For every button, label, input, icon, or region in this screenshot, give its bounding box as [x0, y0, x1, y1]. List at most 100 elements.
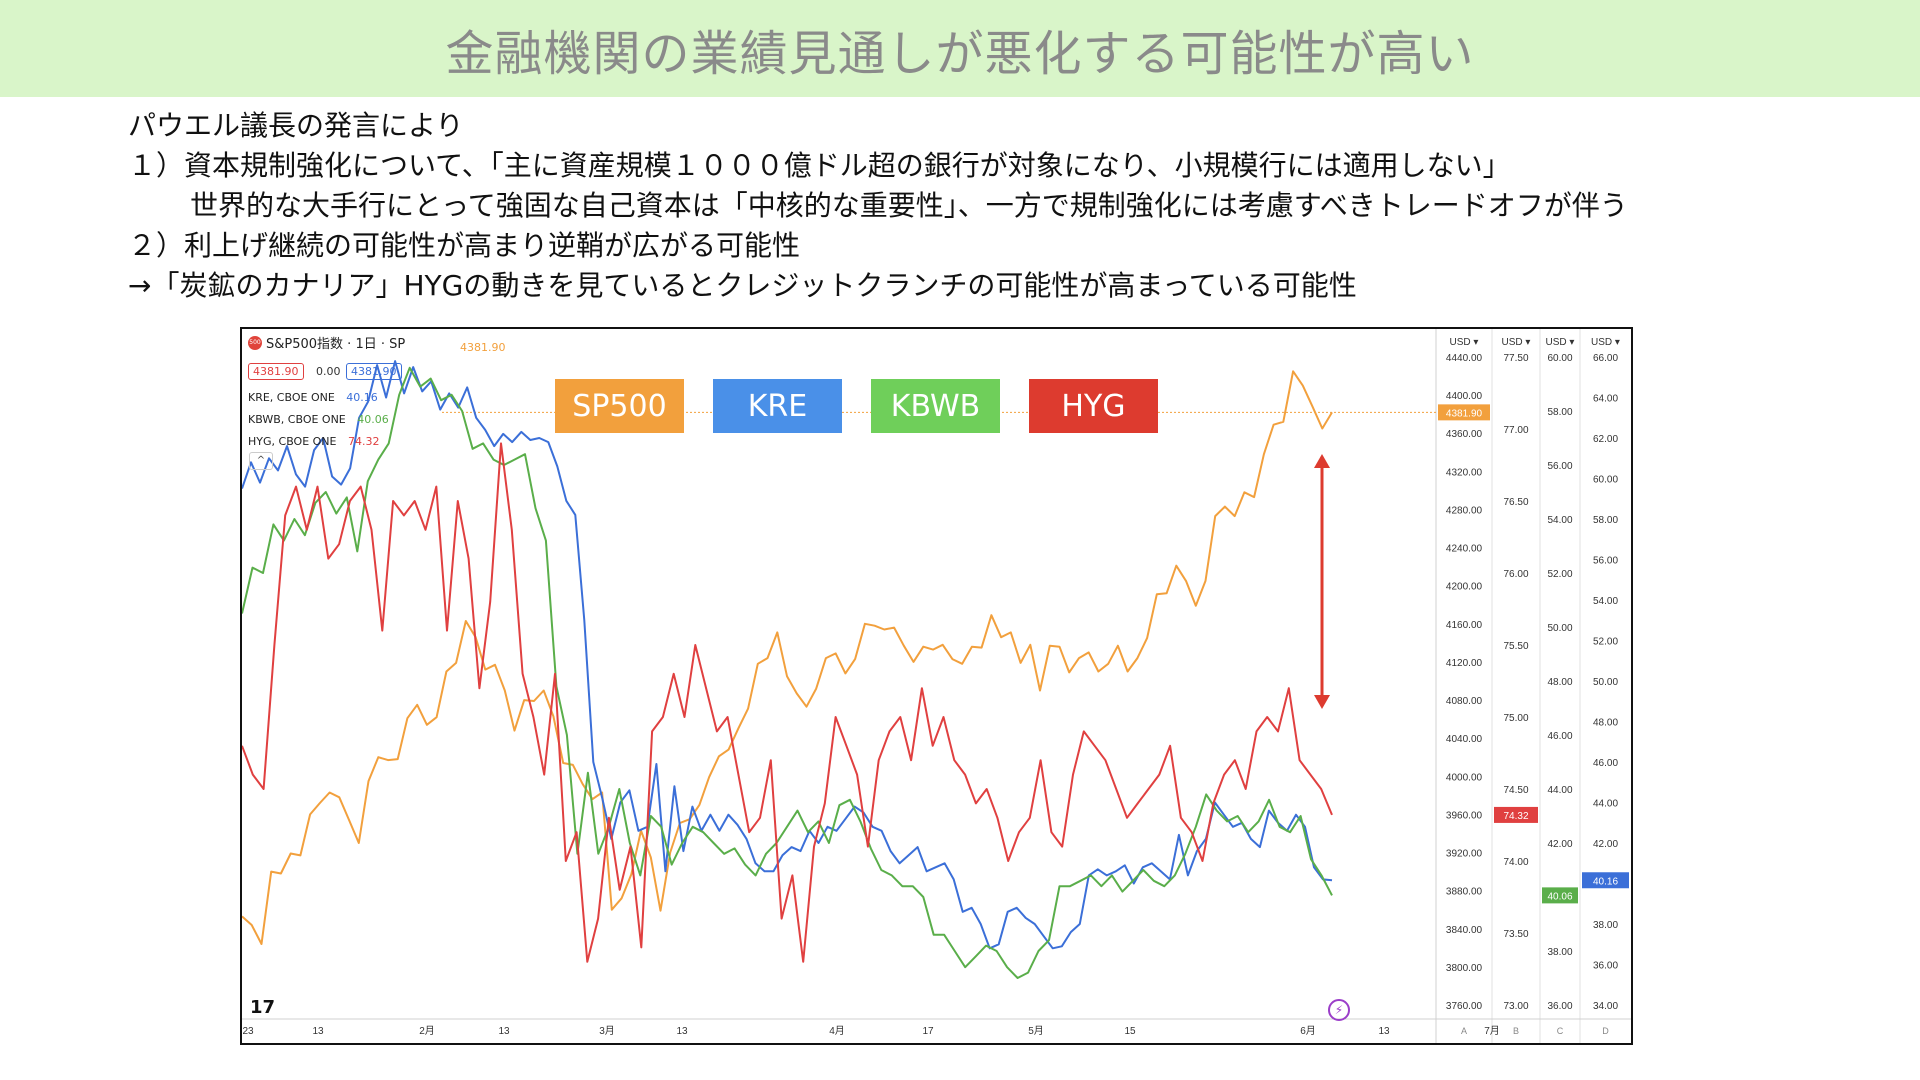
body-line-3: 世界的な大手行にとって強固な自己資本は「中核的な重要性」、一方で規制強化には考慮… — [190, 189, 1628, 222]
y-tick-label: 4280.00 — [1446, 505, 1483, 516]
y-tick-label: 77.50 — [1503, 353, 1528, 364]
y-tick-label: 66.00 — [1593, 353, 1618, 364]
y-tick-label: 46.00 — [1593, 758, 1618, 769]
axis-unit-label: USD ▾ — [1546, 337, 1575, 348]
axis-price-marker — [1582, 872, 1629, 889]
axis-unit-label: USD ▾ — [1502, 337, 1531, 348]
collapse-legend-button[interactable]: ^ — [249, 452, 273, 470]
y-tick-label: 36.00 — [1547, 1001, 1572, 1012]
annotation-arrow-head-up — [1314, 454, 1330, 468]
y-tick-label: 4160.00 — [1446, 620, 1483, 631]
legend-label: KRE, CBOE ONE — [248, 391, 335, 404]
chart-symbol-header[interactable]: 500 S&P500指数 · 1日 · SP — [248, 333, 405, 352]
x-tick-label: 13 — [1378, 1026, 1390, 1037]
sp500-last-value: 4381.90 — [460, 341, 506, 354]
y-tick-label: 64.00 — [1593, 394, 1618, 405]
legend-value: 40.16 — [346, 391, 378, 404]
y-tick-label: 50.00 — [1593, 677, 1618, 688]
y-tick-label: 3920.00 — [1446, 849, 1483, 860]
annotation-arrow-head-down — [1314, 695, 1330, 709]
x-tick-label: 23 — [242, 1026, 254, 1037]
x-tick-label: 15 — [1124, 1026, 1136, 1037]
y-tick-label: 73.00 — [1503, 1001, 1528, 1012]
body-text: パウエル議長の発言により １）資本規制強化について、「主に資産規模１０００億ドル… — [128, 106, 1628, 306]
body-line-2: １）資本規制強化について、「主に資産規模１０００億ドル超の銀行が対象になり、小規… — [128, 149, 1511, 182]
chart-panel[interactable]: USD ▾ 4440.00 4400.00 4360.00 4320.00 4280.00… — [240, 327, 1633, 1045]
y-tick-label: 60.00 — [1547, 353, 1572, 364]
y-tick-label: 62.00 — [1593, 434, 1618, 445]
legend-row-hyg[interactable]: HYG, CBOE ONE 74.32 — [248, 435, 379, 448]
y-tick-label: 50.00 — [1547, 623, 1572, 634]
axis-price-marker-label: 74.32 — [1503, 811, 1528, 822]
y-tick-label: 4000.00 — [1446, 772, 1483, 783]
x-tick-label: 13 — [498, 1026, 510, 1037]
x-tick-label: 2月 — [419, 1025, 435, 1037]
x-tick-label: 5月 — [1028, 1025, 1044, 1037]
legend-row-kre[interactable]: KRE, CBOE ONE 40.16 — [248, 391, 378, 404]
axis-price-marker — [1494, 806, 1538, 823]
y-tick-label: 4240.00 — [1446, 544, 1483, 555]
x-tick-label: 6月 — [1300, 1025, 1316, 1037]
y-tick-label: 4440.00 — [1446, 353, 1483, 364]
x-tick-label: 17 — [922, 1026, 934, 1037]
y-tick-label: 4320.00 — [1446, 467, 1483, 478]
y-tick-label: 52.00 — [1593, 637, 1618, 648]
legend-value: 40.06 — [357, 413, 389, 426]
sp-badge-icon: 500 — [248, 335, 262, 350]
y-tick-label: 42.00 — [1593, 839, 1618, 850]
axis-id-label: B — [1513, 1026, 1519, 1036]
y-tick-label: 4200.00 — [1446, 582, 1483, 593]
chart-symbol: S&P500指数 · 1日 · SP — [266, 337, 406, 352]
x-tick-label: 13 — [676, 1026, 688, 1037]
legend-label: HYG, CBOE ONE — [248, 435, 337, 448]
tradingview-logo[interactable]: 17 — [250, 997, 276, 1018]
y-tick-label: 75.50 — [1503, 641, 1528, 652]
body-line-1: パウエル議長の発言により — [128, 109, 464, 142]
y-tick-label: 4360.00 — [1446, 429, 1483, 440]
axis-unit-label: USD ▾ — [1591, 337, 1620, 348]
y-tick-label: 38.00 — [1547, 947, 1572, 958]
series-line-kre — [242, 360, 1333, 950]
y-tick-label: 58.00 — [1593, 515, 1618, 526]
y-tick-label: 52.00 — [1547, 569, 1572, 580]
y-tick-label: 3880.00 — [1446, 887, 1483, 898]
chart-canvas[interactable]: USD ▾ 4440.00 4400.00 4360.00 4320.00 4280.00… — [242, 329, 1631, 1043]
axis-price-marker — [1542, 887, 1578, 904]
price-change: 0.00 — [316, 365, 341, 378]
legend-row-kbwb[interactable]: KBWB, CBOE ONE 40.06 — [248, 413, 389, 426]
tag-kre: KRE — [713, 379, 842, 433]
y-tick-label: 4040.00 — [1446, 734, 1483, 745]
axis-id-label: C — [1557, 1026, 1564, 1036]
lightning-icon[interactable]: ⚡ — [1328, 999, 1350, 1021]
legend-value: 74.32 — [347, 435, 380, 448]
title-banner: 金融機関の業績見通しが悪化する可能性が高い — [0, 0, 1920, 97]
y-tick-label: 75.00 — [1503, 713, 1528, 724]
body-line-5: →「炭鉱のカナリア」HYGの動きを見ているとクレジットクランチの可能性が高まって… — [128, 269, 1357, 302]
y-tick-label: 48.00 — [1547, 677, 1572, 688]
y-tick-label: 48.00 — [1593, 718, 1618, 729]
y-tick-label: 44.00 — [1547, 785, 1572, 796]
y-tick-label: 73.50 — [1503, 929, 1528, 940]
y-tick-label: 44.00 — [1593, 799, 1618, 810]
tag-sp500: SP500 — [555, 379, 684, 433]
y-tick-label: 74.00 — [1503, 857, 1528, 868]
ask-price: 4381.90 — [346, 363, 402, 380]
x-tick-label: 4月 — [829, 1025, 845, 1037]
series-line-hyg — [242, 442, 1333, 963]
axis-price-marker-label: 40.06 — [1547, 891, 1572, 902]
series-line-sp500 — [242, 370, 1333, 945]
x-tick-label: 3月 — [599, 1025, 615, 1037]
page-title: 金融機関の業績見通しが悪化する可能性が高い — [445, 25, 1475, 82]
body-line-4: ２）利上げ継続の可能性が高まり逆鞘が広がる可能性 — [128, 229, 801, 262]
y-tick-label: 76.50 — [1503, 497, 1528, 508]
y-tick-label: 3840.00 — [1446, 925, 1483, 936]
y-tick-label: 54.00 — [1593, 596, 1618, 607]
y-tick-label: 3760.00 — [1446, 1001, 1483, 1012]
tag-kbwb: KBWB — [871, 379, 1000, 433]
axis-price-marker-label: 4381.90 — [1446, 408, 1483, 419]
y-tick-label: 58.00 — [1547, 407, 1572, 418]
y-tick-label: 3800.00 — [1446, 963, 1483, 974]
y-tick-label: 77.00 — [1503, 425, 1528, 436]
x-tick-label: 13 — [312, 1026, 324, 1037]
y-tick-label: 56.00 — [1593, 556, 1618, 567]
